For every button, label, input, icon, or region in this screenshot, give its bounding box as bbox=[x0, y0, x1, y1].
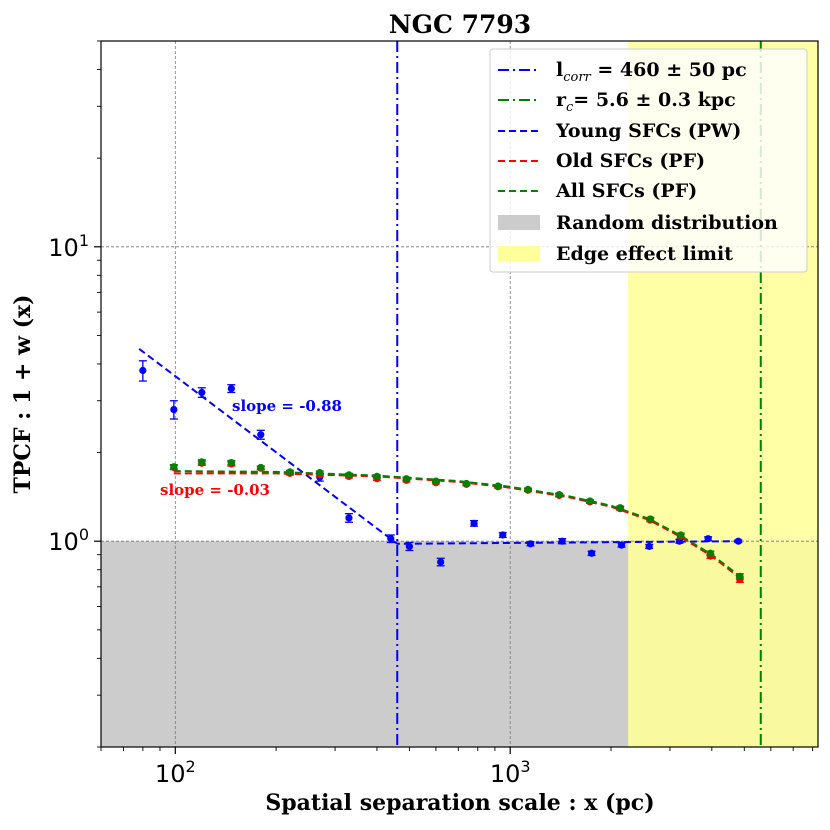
legend-lcorr-label: lcorr = 460 ± 50 pc bbox=[556, 59, 747, 85]
young-point bbox=[617, 541, 626, 549]
young-point bbox=[734, 537, 742, 545]
young-point bbox=[170, 405, 178, 414]
x-tick-label: 102 bbox=[155, 757, 196, 788]
y-tick-label: 101 bbox=[48, 231, 89, 262]
legend-random-swatch bbox=[498, 215, 540, 230]
all-points bbox=[169, 458, 744, 580]
all-point bbox=[524, 485, 532, 493]
all-fit-line bbox=[173, 470, 741, 578]
all-point bbox=[257, 463, 265, 472]
young-point bbox=[227, 384, 235, 393]
all-point bbox=[555, 490, 563, 499]
all-point bbox=[198, 458, 206, 466]
young-point bbox=[587, 549, 596, 557]
data-points bbox=[138, 360, 744, 584]
all-point bbox=[345, 471, 353, 479]
legend-rc-label: rc= 5.6 ± 0.3 kpc bbox=[556, 89, 736, 115]
all-point bbox=[316, 469, 324, 477]
reference-lines bbox=[396, 41, 762, 747]
all-point bbox=[286, 468, 294, 476]
all-point bbox=[736, 572, 744, 580]
old-slope-annotation: slope = -0.03 bbox=[160, 481, 270, 499]
plot-frame bbox=[100, 40, 819, 748]
all-point bbox=[373, 472, 381, 481]
legend-edge-swatch bbox=[498, 246, 540, 261]
legend-old-label: Old SFCs (PF) bbox=[556, 150, 705, 172]
young-point bbox=[405, 542, 413, 551]
young-point bbox=[198, 388, 206, 397]
y-tick-label: 100 bbox=[48, 525, 89, 556]
all-point bbox=[586, 497, 594, 505]
all-point bbox=[646, 515, 654, 523]
legend-all-label: All SFCs (PF) bbox=[555, 180, 697, 202]
young-point bbox=[470, 519, 478, 527]
young-point bbox=[387, 535, 395, 543]
all-point bbox=[462, 479, 471, 488]
young-point bbox=[345, 514, 353, 522]
all-point bbox=[170, 463, 178, 471]
young-point bbox=[704, 535, 712, 543]
x-axis-label: Spatial separation scale : x (pc) bbox=[265, 790, 654, 816]
young-point bbox=[257, 431, 265, 439]
young-point bbox=[558, 537, 566, 545]
all-point bbox=[677, 531, 685, 539]
all-point bbox=[432, 477, 440, 485]
x-tick-label: 103 bbox=[490, 757, 531, 788]
young-slope-annotation: slope = -0.88 bbox=[232, 397, 342, 415]
all-point bbox=[494, 482, 502, 490]
young-point bbox=[526, 540, 535, 548]
legend-edge-label: Edge effect limit bbox=[556, 243, 733, 265]
all-point bbox=[616, 504, 624, 512]
young-point bbox=[645, 542, 653, 551]
legend-box bbox=[489, 48, 808, 273]
legend-random-label: Random distribution bbox=[556, 212, 778, 234]
young-point bbox=[139, 366, 147, 375]
axis-ticks: 102 103 100 101 bbox=[48, 40, 814, 788]
legend: lcorr = 460 ± 50 pc rc= 5.6 ± 0.3 kpc Yo… bbox=[489, 48, 808, 273]
young-point bbox=[499, 531, 507, 539]
all-point bbox=[706, 549, 714, 557]
all-point bbox=[227, 458, 235, 467]
chart-title: NGC 7793 bbox=[389, 10, 531, 39]
legend-young-label: Young SFCs (PW) bbox=[555, 120, 741, 142]
fit-lines bbox=[138, 348, 741, 579]
young-fit-line bbox=[138, 348, 739, 545]
young-point bbox=[437, 558, 445, 566]
y-axis-label: TPCF : 1 + w (x) bbox=[10, 294, 36, 493]
all-point bbox=[402, 475, 411, 483]
